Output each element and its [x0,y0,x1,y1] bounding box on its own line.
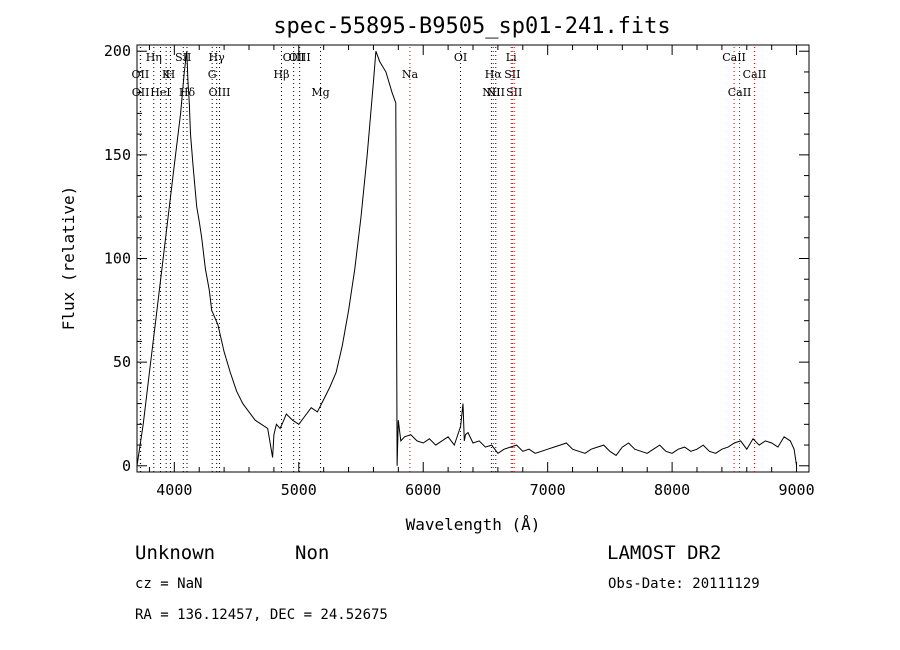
spectral-line-label: CaII [722,51,746,64]
spectral-line-markers [139,47,755,472]
spectral-line-label: CaII [728,86,752,99]
y-tick-label: 50 [113,353,131,371]
spectral-line-label: Hγ [209,51,226,64]
spectral-line-label: HeI [150,86,170,99]
spectral-line-label: Hδ [179,86,196,99]
spectral-line-label: Hη [146,51,162,64]
spectral-line-label: SII [175,51,191,64]
spectral-line-label: OIII [208,86,230,99]
y-axis-ticks: 0 50 100 150 200 [104,42,809,475]
x-tick-label: 6000 [405,481,441,499]
spectral-line-label: Mg [311,86,329,99]
object-subclass: Non [295,542,329,564]
observation-date: Obs-Date: 20111129 [608,576,760,592]
y-tick-label: 150 [104,146,131,164]
spectral-line-label: SII [506,86,522,99]
x-tick-label: 8000 [654,481,690,499]
x-axis-label: Wavelength (Å) [406,515,541,534]
spectral-line-label: CaII [743,68,767,81]
spectral-line-label: OII [132,68,150,81]
spectral-line-label: K [162,68,171,81]
object-class: Unknown [135,542,215,564]
spectral-line-label: NII [487,86,505,99]
y-tick-label: 100 [104,250,131,268]
spectral-line-label: SII [504,68,520,81]
spectral-line-label: Hβ [274,68,290,81]
spectral-line-label: Hα [485,68,503,81]
spectral-line-label: OI [454,51,467,64]
x-axis-ticks: 4000 5000 6000 7000 8000 9000 [148,45,815,499]
x-tick-label: 7000 [530,481,566,499]
y-tick-label: 200 [104,42,131,60]
survey-name: LAMOST DR2 [607,542,721,564]
x-tick-label: 9000 [778,481,814,499]
x-tick-label: 4000 [156,481,192,499]
redshift-readout: cz = NaN [135,576,202,592]
spectral-line-label: OIII [289,51,311,64]
x-tick-label: 5000 [281,481,317,499]
flux-series-line [136,51,798,466]
coordinates-readout: RA = 136.12457, DEC = 24.52675 [135,607,388,623]
spectral-line-label: H [166,68,176,81]
spectral-line-label: G [208,68,217,81]
spectral-line-labels: OIIOIIHηHeIKHSIIHδHγGOIIIHβOIIIOIIIMgNaO… [132,51,767,99]
spectral-line-label: Na [402,68,419,81]
y-tick-label: 0 [122,457,131,475]
spectral-line-label: Li [506,51,517,64]
plot-frame [136,44,810,473]
y-axis-label: Flux (relative) [59,186,78,331]
spectral-line-label: NII [482,86,500,99]
chart-title: spec-55895-B9505_sp01-241.fits [273,14,670,39]
